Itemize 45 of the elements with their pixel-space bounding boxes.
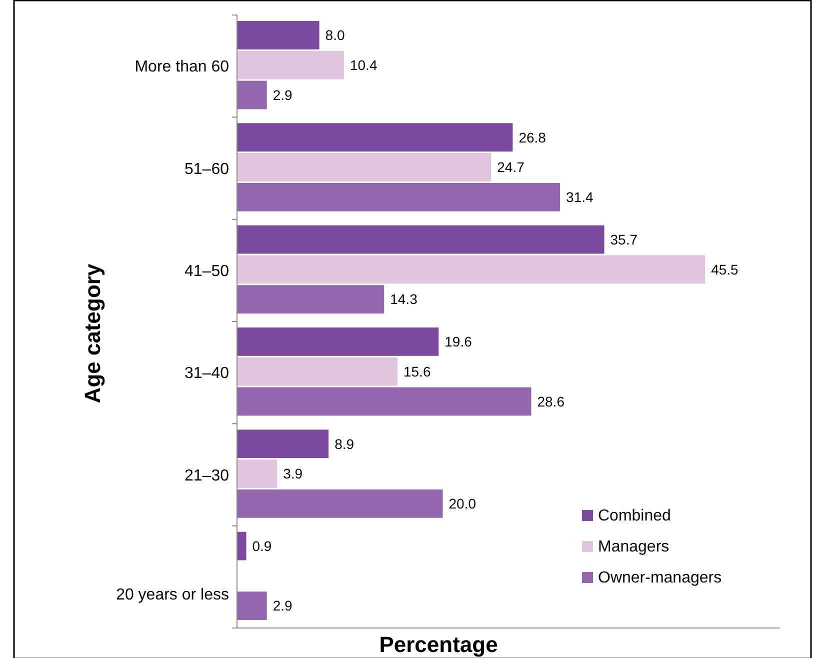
bar: [237, 225, 604, 254]
y-axis-title: Age category: [80, 263, 105, 404]
data-label: 31.4: [566, 189, 594, 206]
bar: [237, 21, 320, 50]
bar: [237, 182, 560, 212]
data-label: 45.5: [711, 261, 739, 278]
bar: [237, 80, 267, 110]
bar: [237, 430, 329, 458]
data-label: 8.9: [334, 436, 354, 452]
data-label: 10.4: [350, 56, 378, 73]
bar: [237, 328, 439, 356]
y-tick-label: 51–60: [184, 160, 230, 178]
data-label: 8.0: [325, 27, 345, 44]
data-label: 3.9: [283, 466, 303, 482]
data-label: 28.6: [537, 393, 565, 410]
data-label: 35.7: [610, 231, 638, 248]
bar: [237, 357, 398, 386]
bar: [237, 285, 384, 314]
y-tick-label: 20 years or less: [116, 586, 229, 604]
legend-label: Managers: [598, 538, 670, 556]
bar: [237, 255, 706, 284]
data-label: 19.6: [444, 334, 472, 350]
legend-label: Owner-managers: [598, 570, 722, 587]
bar: [237, 123, 513, 152]
data-label: 2.9: [272, 598, 293, 614]
data-label: 15.6: [403, 363, 431, 380]
data-label: 26.8: [518, 129, 546, 146]
data-label: 0.9: [252, 538, 272, 554]
bar: [237, 50, 344, 80]
bar: [237, 489, 443, 518]
bar: [237, 153, 492, 182]
data-label: 2.9: [272, 86, 293, 103]
bar: [237, 460, 278, 488]
y-tick-label: More than 60: [134, 58, 230, 76]
y-tick-label: 21–30: [184, 467, 230, 484]
bar: [237, 387, 532, 416]
legend-label: Combined: [598, 508, 671, 525]
data-label: 24.7: [497, 159, 525, 176]
bar: [237, 592, 267, 620]
data-label: 20.0: [448, 496, 476, 512]
data-label: 14.3: [390, 291, 418, 308]
y-tick-label: 31–40: [184, 365, 230, 382]
x-axis-title: Percentage: [379, 632, 498, 657]
bar: [237, 532, 246, 560]
y-tick-label: 41–50: [184, 263, 230, 280]
